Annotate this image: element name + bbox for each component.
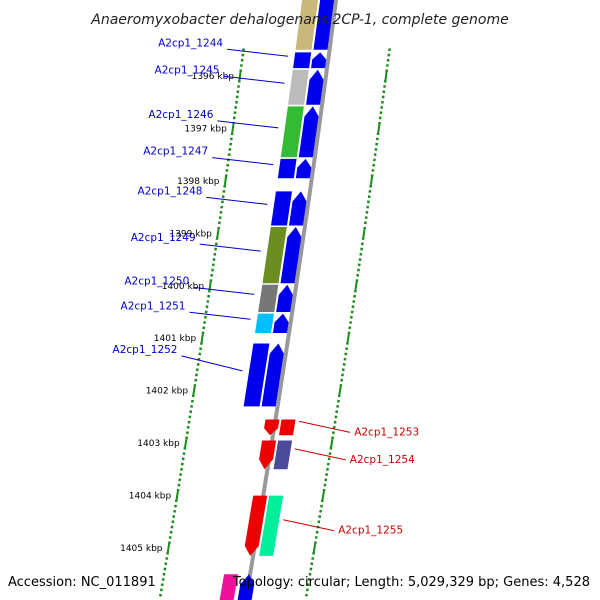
major-tick	[166, 543, 171, 553]
cog-block-A2cp1_1244[interactable]	[293, 52, 312, 69]
major-tick	[330, 439, 334, 448]
tick-label: 1398 kbp	[177, 177, 220, 187]
major-tick	[354, 281, 358, 290]
gene-arrow-A2cp1_1247[interactable]	[295, 158, 312, 179]
major-tick	[208, 281, 212, 290]
label-leader-line	[227, 48, 289, 57]
label-leader-line	[199, 243, 261, 252]
label-leader-line	[283, 519, 335, 532]
major-tick	[346, 334, 350, 343]
minor-tick	[162, 572, 166, 576]
label-leader-line	[189, 311, 251, 320]
tick-label: 1402 kbp	[146, 387, 189, 397]
gene-label[interactable]: A2cp1_1246	[148, 109, 213, 121]
tick-label: 1401 kbp	[154, 334, 197, 344]
label-leader-line	[212, 157, 274, 166]
gene-label[interactable]: A2cp1_1251	[121, 300, 186, 312]
label-leader-line	[294, 448, 346, 461]
major-tick	[384, 71, 388, 81]
cog-block-A2cp1_1251[interactable]	[255, 313, 274, 333]
major-tick	[369, 176, 373, 185]
cog-block-A2cp1_1250[interactable]	[258, 284, 279, 312]
major-tick	[362, 229, 366, 238]
label-leader-line	[206, 196, 268, 205]
gene-arrow-A2cp1_1245[interactable]	[306, 69, 324, 105]
gene-label[interactable]: A2cp1_1245	[155, 64, 220, 76]
cog-block-A2cp1_1247[interactable]	[277, 158, 297, 179]
tick-label: 1397 kbp	[184, 124, 227, 134]
gene-label[interactable]: A2cp1_1254	[350, 454, 415, 466]
gene-arrow-A2cp1_1254[interactable]	[259, 440, 277, 470]
gene-label[interactable]: A2cp1_1252	[113, 344, 178, 356]
label-leader-line	[299, 420, 351, 433]
major-tick	[216, 229, 220, 238]
gene-label[interactable]: A2cp1_1247	[143, 146, 208, 158]
tick-ring: 1396 kbp 1397 kbp 1398 kbp 1399 kbp 1400 kbp…	[120, 48, 391, 597]
cog-block-A2cp1_1245[interactable]	[288, 69, 309, 105]
cog-block-A2cp1_1253[interactable]	[279, 419, 296, 436]
gene-arrow-A2cp1_1252[interactable]	[261, 343, 284, 407]
cog-block-A2cp1_1255[interactable]	[259, 495, 284, 556]
major-tick	[231, 124, 235, 133]
gene-labels: A2cp1_1244 A2cp1_1245 A2cp1_1246 A2cp1_1247…	[113, 37, 420, 536]
major-tick	[338, 386, 342, 395]
gene-arrow-A2cp1_1255[interactable]	[244, 495, 268, 556]
label-leader-line	[181, 355, 243, 372]
tick-label: 1396 kbp	[192, 72, 235, 82]
gene-label[interactable]: A2cp1_1248	[138, 185, 203, 197]
gene-label[interactable]: A2cp1_1244	[158, 37, 223, 49]
tick-label: 1405 kbp	[120, 544, 163, 554]
accession-text: Accession: NC_011891	[8, 575, 156, 590]
label-leader-line	[217, 120, 279, 129]
minor-tick	[309, 567, 313, 571]
gene-label[interactable]: A2cp1_1253	[354, 426, 419, 438]
gene-arrow-A2cp1_1248[interactable]	[289, 191, 307, 226]
major-tick	[312, 543, 317, 553]
cog-block-A2cp1_1249[interactable]	[262, 227, 287, 284]
major-tick	[238, 71, 242, 81]
partial-gene-top[interactable]	[295, 0, 319, 50]
partial-gene-bottom[interactable]	[237, 574, 255, 600]
major-tick	[377, 124, 381, 133]
partial-gene-top[interactable]	[313, 0, 335, 50]
genome-summary-text: Topology: circular; Length: 5,029,329 bp…	[232, 575, 590, 590]
map-title: Anaeromyxobacter dehalogenans 2CP-1, com…	[90, 12, 508, 28]
gene-arrow-A2cp1_1251[interactable]	[273, 313, 289, 333]
cog-block-A2cp1_1252[interactable]	[243, 343, 270, 407]
minor-tick	[163, 567, 167, 571]
major-tick	[192, 386, 196, 395]
major-tick	[223, 176, 227, 185]
partial-gene-bottom[interactable]	[219, 574, 239, 600]
major-tick	[175, 491, 179, 500]
gene-arrow-A2cp1_1253[interactable]	[264, 419, 280, 436]
gene-arrow-A2cp1_1249[interactable]	[280, 227, 302, 284]
gene-arrow-A2cp1_1244[interactable]	[311, 52, 327, 69]
major-tick	[321, 491, 325, 500]
gene-arrow-A2cp1_1250[interactable]	[276, 284, 293, 312]
minor-tick	[308, 572, 312, 576]
cog-block-A2cp1_1246[interactable]	[280, 106, 304, 158]
tick-label: 1399 kbp	[169, 229, 212, 239]
gene-arrow-A2cp1_1246[interactable]	[298, 106, 319, 158]
gene-label[interactable]: A2cp1_1249	[131, 232, 196, 244]
major-tick	[184, 439, 188, 448]
gene-label[interactable]: A2cp1_1250	[124, 275, 189, 287]
label-leader-line	[223, 75, 285, 84]
cog-block-A2cp1_1254[interactable]	[273, 440, 293, 470]
tick-label: 1404 kbp	[129, 492, 172, 502]
gene-tracks	[219, 0, 335, 600]
label-leader-line	[193, 286, 255, 295]
tick-label: 1400 kbp	[162, 282, 205, 292]
cog-block-A2cp1_1248[interactable]	[271, 191, 292, 226]
gene-label[interactable]: A2cp1_1255	[338, 525, 403, 537]
tick-label: 1403 kbp	[137, 439, 180, 449]
major-tick	[200, 334, 204, 343]
